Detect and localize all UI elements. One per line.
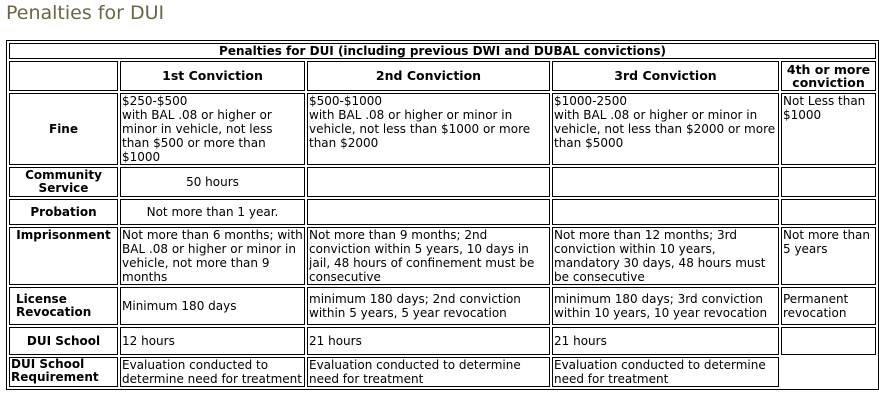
probation-4th-cell (781, 199, 877, 225)
probation-1st-cell: Not more than 1 year. (120, 199, 305, 225)
penalties-table: Penalties for DUI (including previous DW… (6, 40, 879, 390)
row-header-probation: Probation (9, 199, 118, 225)
fine-3rd-text: $1000-2500 with BAL .08 or higher or min… (554, 94, 776, 150)
fine-1st-text: $250-$500 with BAL .08 or higher or mino… (122, 94, 273, 164)
column-header-3rd-conviction: 3rd Conviction (552, 61, 779, 91)
column-header-2nd-conviction: 2nd Conviction (307, 61, 550, 91)
dui-school-requirement-3rd-cell: Evaluation conducted to determine need f… (552, 357, 779, 387)
row-header-imprisonment: Imprisonment (9, 227, 118, 285)
imprisonment-3rd-cell: Not more than 12 months; 3rd conviction … (552, 227, 779, 285)
row-header-community-service: Community Service (9, 167, 118, 197)
column-header-4th-conviction: 4th or more conviction (781, 61, 877, 91)
table-row-community-service: Community Service 50 hours (9, 167, 877, 197)
table-row-dui-school-requirement: DUI School Requirement Evaluation conduc… (9, 357, 876, 387)
license-revocation-1st-cell: Minimum 180 days (120, 287, 305, 325)
dui-school-requirement-2nd-cell: Evaluation conducted to determine need f… (307, 357, 550, 387)
imprisonment-4th-cell: Not more than 5 years (781, 227, 877, 285)
corner-cell (9, 61, 118, 91)
dui-school-requirement-4th-cell (781, 357, 876, 387)
dui-school-requirement-1st-cell: Evaluation conducted to determine need f… (120, 357, 305, 387)
imprisonment-1st-cell: Not more than 6 months; with BAL .08 or … (120, 227, 305, 285)
header-row: 1st Conviction 2nd Conviction 3rd Convic… (9, 61, 877, 91)
fine-4th-cell: Not Less than $1000 (781, 93, 877, 165)
table-row-fine: Fine $250-$500 with BAL .08 or higher or… (9, 93, 877, 165)
row-header-license-revocation: License Revocation (9, 287, 118, 325)
dui-school-1st-cell: 12 hours (120, 327, 305, 355)
community-service-4th-cell (781, 167, 877, 197)
license-revocation-4th-cell: Permanent revocation (781, 287, 877, 325)
probation-3rd-cell (552, 199, 779, 225)
row-header-dui-school: DUI School (9, 327, 118, 355)
license-revocation-2nd-cell: minimum 180 days; 2nd conviction within … (307, 287, 550, 325)
page-title: Penalties for DUI (6, 2, 165, 24)
fine-2nd-text: $500-$1000 with BAL .08 or higher or min… (309, 94, 531, 150)
community-service-1st-cell: 50 hours (120, 167, 305, 197)
community-service-3rd-cell (552, 167, 779, 197)
fine-3rd-cell: $1000-2500 with BAL .08 or higher or min… (552, 93, 779, 165)
imprisonment-2nd-cell: Not more than 9 months; 2nd conviction w… (307, 227, 550, 285)
column-header-1st-conviction: 1st Conviction (120, 61, 305, 91)
license-revocation-3rd-cell: minimum 180 days; 3rd conviction within … (552, 287, 779, 325)
table-title-row: Penalties for DUI (including previous DW… (9, 43, 877, 59)
row-header-fine: Fine (9, 93, 118, 165)
fine-2nd-cell: $500-$1000 with BAL .08 or higher or min… (307, 93, 550, 165)
dui-school-4th-cell (781, 327, 877, 355)
table-row-license-revocation: License Revocation Minimum 180 days mini… (9, 287, 877, 325)
probation-2nd-cell (307, 199, 550, 225)
table-row-imprisonment: Imprisonment Not more than 6 months; wit… (9, 227, 877, 285)
table-row-dui-school: DUI School 12 hours 21 hours 21 hours (9, 327, 877, 355)
fine-1st-cell: $250-$500 with BAL .08 or higher or mino… (120, 93, 305, 165)
dui-school-3rd-cell: 21 hours (552, 327, 779, 355)
row-header-dui-school-requirement: DUI School Requirement (9, 357, 118, 387)
dui-school-2nd-cell: 21 hours (307, 327, 550, 355)
table-row-probation: Probation Not more than 1 year. (9, 199, 877, 225)
table-title: Penalties for DUI (including previous DW… (9, 43, 877, 59)
community-service-2nd-cell (307, 167, 550, 197)
